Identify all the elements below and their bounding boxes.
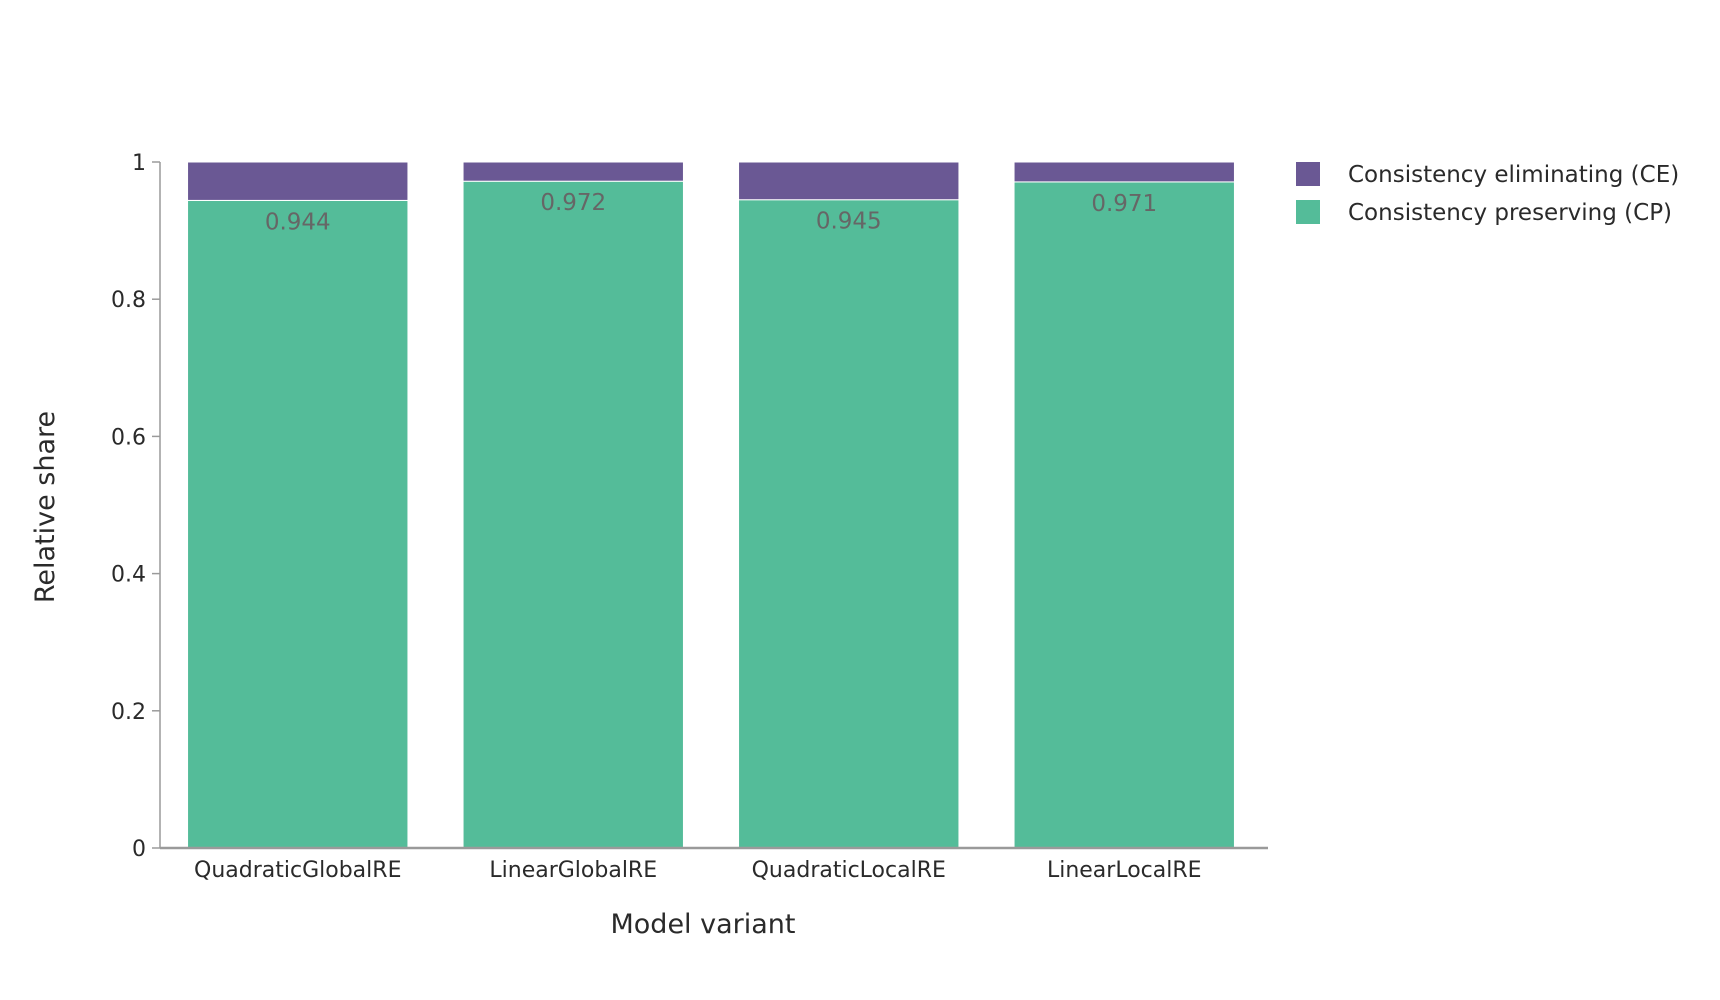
x-tick-label: LinearGlobalRE: [489, 858, 657, 883]
data-labels-group: 0.944 0.972 0.945 0.971: [265, 190, 1157, 235]
x-tick-label: QuadraticGlobalRE: [194, 858, 401, 883]
data-label-QuadraticGlobalRE: 0.944: [265, 209, 331, 235]
y-axis-ticks: 0 0.2 0.4 0.6 0.8 1: [111, 151, 160, 862]
bars-group: [187, 161, 1235, 849]
legend-swatch: [1296, 200, 1320, 224]
bar-ce-QuadraticLocalRE: [738, 161, 960, 201]
legend-label: Consistency eliminating (CE): [1348, 162, 1679, 188]
x-tick-label: LinearLocalRE: [1047, 858, 1202, 883]
legend-swatch: [1296, 162, 1320, 186]
bar-cp-LinearGlobalRE: [462, 180, 684, 849]
y-tick-label: 0.6: [111, 425, 146, 450]
bar-cp-QuadraticLocalRE: [738, 199, 960, 849]
legend-label: Consistency preserving (CP): [1348, 200, 1672, 226]
bar-ce-LinearGlobalRE: [462, 161, 684, 182]
legend: Consistency eliminating (CE) Consistency …: [1296, 162, 1679, 226]
bar-ce-QuadraticGlobalRE: [187, 161, 409, 201]
y-tick-label: 1: [132, 151, 146, 176]
y-axis-title: Relative share: [30, 411, 61, 603]
x-axis-title: Model variant: [610, 909, 795, 940]
bar-cp-LinearLocalRE: [1013, 181, 1235, 849]
x-axis-ticks: QuadraticGlobalRE LinearGlobalRE Quadratic…: [194, 858, 1202, 883]
data-label-QuadraticLocalRE: 0.945: [816, 209, 882, 235]
y-tick-label: 0.4: [111, 563, 146, 588]
y-tick-label: 0: [132, 837, 146, 862]
x-tick-label: QuadraticLocalRE: [752, 858, 946, 883]
data-label-LinearLocalRE: 0.971: [1091, 191, 1157, 217]
y-tick-label: 0.8: [111, 288, 146, 313]
y-tick-label: 0.2: [111, 700, 146, 725]
data-label-LinearGlobalRE: 0.972: [540, 190, 606, 216]
bar-cp-QuadraticGlobalRE: [187, 199, 409, 849]
bar-ce-LinearLocalRE: [1013, 161, 1235, 183]
